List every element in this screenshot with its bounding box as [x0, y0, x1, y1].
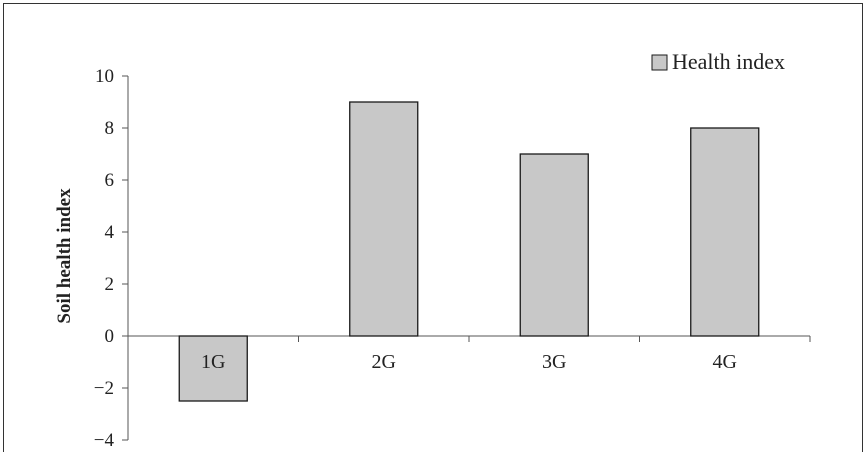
y-tick-label: 6	[105, 170, 115, 191]
legend: Health index	[651, 49, 785, 74]
legend-swatch	[651, 54, 668, 71]
y-tick-label: 2	[105, 274, 115, 295]
outer-border	[3, 3, 863, 457]
bar-2G	[349, 101, 419, 337]
y-tick-label: 4	[105, 222, 115, 243]
category-label: 2G	[372, 351, 396, 373]
y-tick-label: 8	[105, 118, 115, 139]
category-label: 1G	[201, 351, 225, 373]
legend-label: Health index	[672, 49, 785, 74]
bar-4G	[690, 127, 760, 337]
y-tick-label: −4	[94, 430, 115, 451]
category-label: 3G	[542, 351, 566, 373]
y-tick-label: 10	[95, 66, 114, 87]
labels-group: −4 −2 0 2 4 6 8 10 1G 2G 3G 4G	[94, 66, 737, 451]
bars-group	[178, 101, 760, 402]
y-tick-label: −2	[94, 378, 114, 399]
y-tick-label: 0	[105, 326, 115, 347]
bar-3G	[519, 153, 589, 337]
bar-1G	[178, 335, 248, 402]
category-label: 4G	[713, 351, 737, 373]
y-axis-label: Soil health index	[54, 188, 75, 324]
